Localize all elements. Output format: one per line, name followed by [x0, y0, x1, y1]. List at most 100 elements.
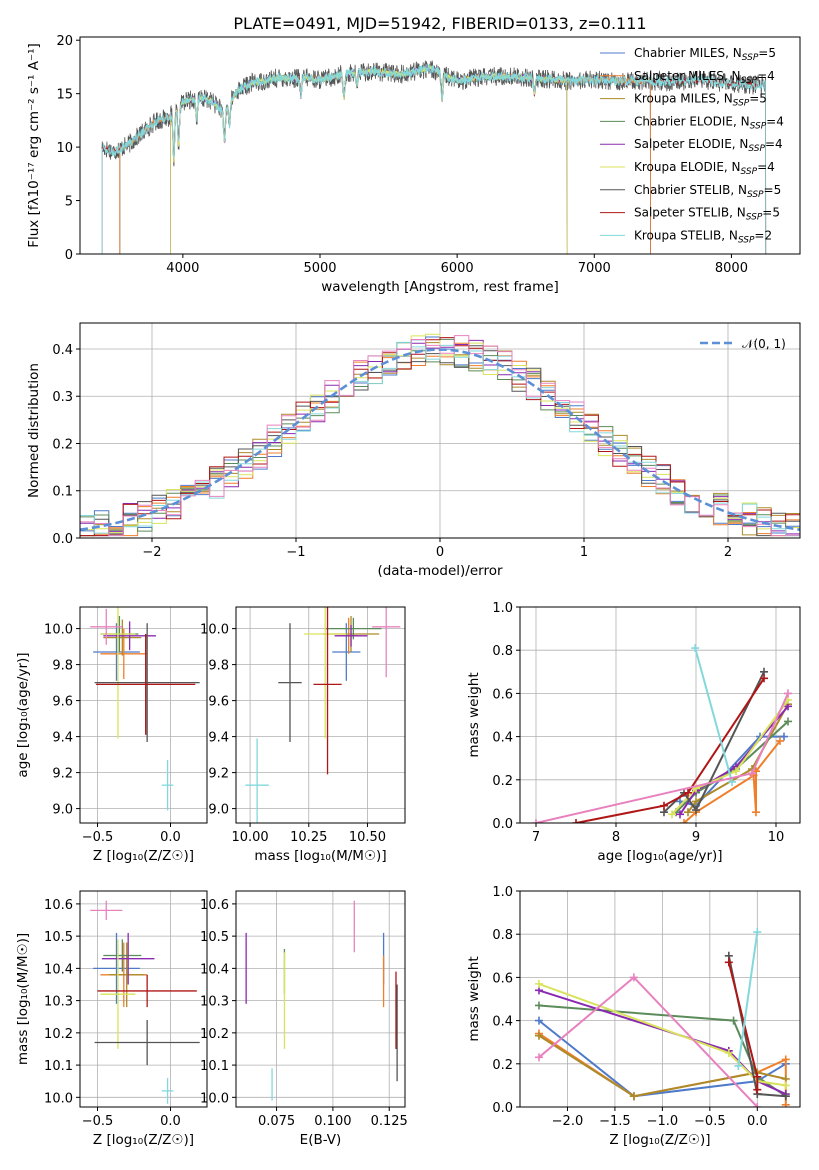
- y-tick-label: 10.6: [44, 898, 73, 913]
- weight-marker: [534, 1053, 543, 1062]
- spectrum-line-kroupa-elodie: [170, 64, 568, 254]
- errorbar-point: [96, 634, 196, 735]
- weight-marker: [753, 1103, 762, 1107]
- legend-n-label: , N: [732, 137, 749, 151]
- weight-marker: [534, 1016, 543, 1025]
- x-tick-label: −1.5: [599, 1114, 631, 1129]
- errorbar-point: [103, 621, 156, 651]
- spectrum-line-chabrier-elodie: [170, 66, 568, 254]
- legend-n-label: , N: [716, 92, 733, 106]
- x-tick-label: 5000: [303, 261, 336, 276]
- x-tick-label: 10: [768, 830, 785, 845]
- y-tick-label: 9.4: [52, 731, 73, 746]
- weight-line: [737, 931, 759, 1067]
- legend-n-value: 4: [775, 137, 783, 151]
- legend-n-label: , N: [724, 160, 741, 174]
- legend-series-name: Chabrier MILES: [634, 46, 725, 60]
- y-tick-label: 10.1: [44, 1059, 73, 1074]
- legend-n-sub: SSP: [733, 99, 750, 109]
- errorbar-point: [94, 1019, 200, 1066]
- legend-label: Chabrier ELODIE, NSSP=4: [634, 114, 784, 131]
- legend-n-value: 2: [764, 228, 772, 242]
- legend-n-value: 5: [759, 92, 767, 106]
- y-tick-label: 10.0: [44, 623, 73, 638]
- weight-marker: [691, 644, 700, 653]
- y-tick-label: 10: [56, 141, 73, 156]
- y-tick-label: 0.4: [492, 1015, 513, 1030]
- y-tick-label: 0.8: [492, 928, 513, 943]
- y-axis-label: Flux [fλ10⁻¹⁷ erg cm⁻² s⁻¹ A⁻¹]: [26, 43, 42, 248]
- x-tick-label: 10.25: [290, 830, 327, 845]
- legend-n-value: 4: [767, 69, 775, 83]
- errorbar-point: [304, 607, 347, 739]
- y-tick-label: 10.2: [200, 1027, 229, 1042]
- plot-area: [101, 60, 767, 254]
- legend-n-label: , N: [733, 114, 750, 128]
- weight-marker: [732, 767, 740, 776]
- y-tick-label: 10.3: [200, 995, 229, 1010]
- legend-n-eq: =: [764, 183, 774, 197]
- legend-label: Chabrier STELIB, NSSP=5: [634, 183, 781, 200]
- plot-area: [520, 891, 800, 1107]
- y-tick-label: 10.5: [200, 930, 229, 945]
- weight-marker: [629, 1092, 638, 1101]
- weight-marker: [534, 979, 543, 988]
- y-tick-label: 15: [56, 88, 73, 103]
- legend-n-value: 4: [767, 160, 775, 174]
- errorbar-point: [245, 738, 269, 823]
- panel-weight-vs-z: −2.0 −1.5 −1.0 −0.5 0.0 0.0 0.2 0.4 0.6 0.8 1.0 Z […: [466, 885, 801, 1148]
- legend-n-sub: SSP: [738, 235, 755, 245]
- plot-area: [520, 607, 800, 823]
- weight-marker: [753, 1072, 762, 1081]
- legend-n-sub: SSP: [748, 144, 765, 154]
- x-tick-label: −2.0: [552, 1114, 584, 1129]
- panel-mass-vs-ebv: 0.075 0.100 0.125 10.0 10.1 10.2 10.3 10.4 10.5 1…: [200, 890, 408, 1148]
- panel-mass-vs-z: −0.5 0.0 10.0 10.1 10.2 10.3 10.4 10.5 10.6 Z [lo…: [15, 890, 208, 1148]
- errorbar-point: [332, 623, 361, 681]
- x-tick-label: −2: [142, 545, 161, 560]
- plot-area: [80, 607, 207, 823]
- axes-frame: [519, 606, 801, 824]
- y-tick-label: 9.2: [52, 767, 73, 782]
- x-axis-label: Z [log₁₀(Z/Z☉)]: [93, 848, 194, 864]
- normal-curve: [80, 348, 800, 531]
- legend-label: 𝒩(0, 1): [742, 337, 786, 351]
- weight-marker: [728, 777, 736, 786]
- y-tick-label: 1.0: [492, 885, 513, 900]
- y-axis-label: age [log₁₀(age/yr)]: [15, 652, 31, 777]
- legend-series-name: Salpeter ELODIE: [634, 137, 732, 151]
- legend-series-name: Salpeter MILES: [634, 69, 724, 83]
- axes-frame: [79, 606, 208, 824]
- y-tick-label: 0: [65, 248, 73, 263]
- errorbar-point: [161, 760, 174, 811]
- errorbar-point: [97, 974, 197, 1008]
- y-tick-label: 20: [56, 34, 73, 49]
- weight-line: [538, 1034, 787, 1098]
- x-tick-label: 10.50: [349, 830, 386, 845]
- spectrum-line-salpeter-elodie: [170, 65, 568, 254]
- x-axis-label: Z [log₁₀(Z/Z☉)]: [609, 1132, 710, 1148]
- x-tick-label: 0: [436, 545, 444, 560]
- weight-line: [683, 740, 781, 823]
- plot-area: [236, 891, 405, 1107]
- y-tick-label: 0.8: [492, 644, 513, 659]
- x-tick-label: 8: [612, 830, 620, 845]
- legend-n-value: 5: [772, 206, 780, 220]
- panel-age-vs-z: −0.5 0.0 9.0 9.2 9.4 9.6 9.8 10.0 Z [log₁₀(Z/Z☉)…: [15, 606, 208, 864]
- weight-line: [671, 699, 789, 816]
- weight-marker: [781, 1092, 790, 1101]
- legend-n-eq: =: [762, 206, 772, 220]
- y-tick-label: 9.0: [208, 803, 229, 818]
- errorbar-point: [103, 939, 142, 972]
- x-tick-label: 0.100: [314, 1114, 351, 1129]
- errorbar-point: [90, 900, 123, 921]
- legend-series-name: Salpeter STELIB: [634, 206, 729, 220]
- y-tick-label: 0.0: [52, 532, 73, 547]
- legend-n-eq: =: [749, 92, 759, 106]
- weight-marker: [534, 1031, 543, 1040]
- panel-age-vs-mass: 10.00 10.25 10.50 9.0 9.2 9.4 9.6 9.8 10.0 mass […: [200, 606, 406, 864]
- weight-line: [663, 671, 765, 813]
- errorbar-point: [161, 1077, 174, 1104]
- legend-n-label: , N: [729, 206, 746, 220]
- legend-n-sub: SSP: [741, 167, 758, 177]
